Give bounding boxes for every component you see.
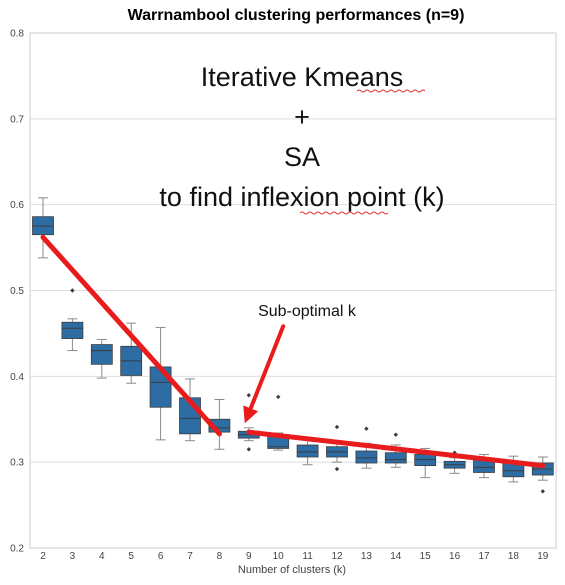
box-iqr (90, 344, 113, 365)
x-tick-label: 11 (302, 551, 313, 562)
x-tick-label: 9 (246, 551, 252, 562)
chart-title: Warrnambool clustering performances (n=9… (128, 7, 465, 24)
x-axis-label: Number of clusters (k) (238, 564, 346, 576)
arrow-shaft (248, 324, 286, 411)
x-tick-label: 13 (361, 551, 373, 562)
spellcheck-underline-inflexion (299, 211, 389, 215)
outlier-point (393, 432, 398, 437)
x-tick-label: 4 (99, 551, 105, 562)
y-tick-label: 0.5 (10, 286, 24, 297)
y-tick-label: 0.7 (10, 114, 24, 125)
method-line-3: SA (284, 142, 320, 172)
boxplot-k3 (61, 288, 84, 352)
x-tick-label: 15 (420, 551, 432, 562)
annotations: Iterative Kmeans + SA to find inflexion … (40, 62, 546, 469)
x-tick-label: 2 (40, 551, 46, 562)
x-tick-label: 7 (187, 551, 193, 562)
boxplot-k14 (384, 432, 407, 468)
x-tick-label: 6 (158, 551, 164, 562)
arrow-label: Sub-optimal k (258, 303, 357, 320)
outlier-point (246, 447, 251, 452)
method-line-2: + (294, 102, 310, 132)
boxplot-k4 (90, 338, 113, 379)
boxplot-k2 (32, 197, 54, 259)
y-tick-label: 0.4 (10, 372, 24, 383)
boxplot-k11 (296, 437, 319, 466)
y-tick-label: 0.3 (10, 458, 24, 469)
x-tick-label: 3 (70, 551, 76, 562)
x-axis-ticks: 2 3 4 5 6 7 8 9 10 11 12 13 14 15 16 17 18 19 (40, 551, 549, 562)
spellcheck-underline-kmeans (356, 89, 426, 93)
x-tick-label: 5 (128, 551, 134, 562)
x-tick-label: 12 (331, 551, 343, 562)
arrow-head (243, 405, 259, 424)
gridlines (30, 118, 556, 463)
outlier-point (70, 288, 75, 293)
outlier-point (364, 426, 369, 431)
outlier-point (334, 466, 340, 472)
box-iqr (355, 450, 378, 464)
y-axis-ticks: 0.2 0.3 0.4 0.5 0.6 0.7 0.8 (10, 29, 24, 555)
outlier-point (334, 424, 340, 430)
box-iqr (61, 321, 84, 339)
outlier-point (276, 394, 281, 400)
outlier-point (540, 489, 545, 494)
trend-line-1 (40, 234, 222, 437)
box-iqr (384, 452, 407, 464)
method-line-1: Iterative Kmeans (201, 62, 404, 92)
outlier-point (246, 393, 251, 398)
y-tick-label: 0.8 (10, 29, 24, 40)
y-tick-label: 0.6 (10, 200, 24, 211)
y-tick-label: 0.2 (10, 544, 24, 555)
x-tick-label: 8 (217, 551, 223, 562)
method-line-4: to find inflexion point (k) (159, 182, 444, 212)
x-tick-label: 16 (449, 551, 461, 562)
boxplot-k5 (120, 322, 143, 384)
x-tick-label: 14 (390, 551, 402, 562)
box-iqr (296, 444, 319, 458)
trend-line-2 (246, 429, 546, 469)
x-tick-label: 19 (537, 551, 549, 562)
x-tick-label: 10 (273, 551, 285, 562)
boxplot-k18 (502, 455, 525, 483)
x-tick-label: 18 (508, 551, 520, 562)
x-tick-label: 17 (478, 551, 490, 562)
